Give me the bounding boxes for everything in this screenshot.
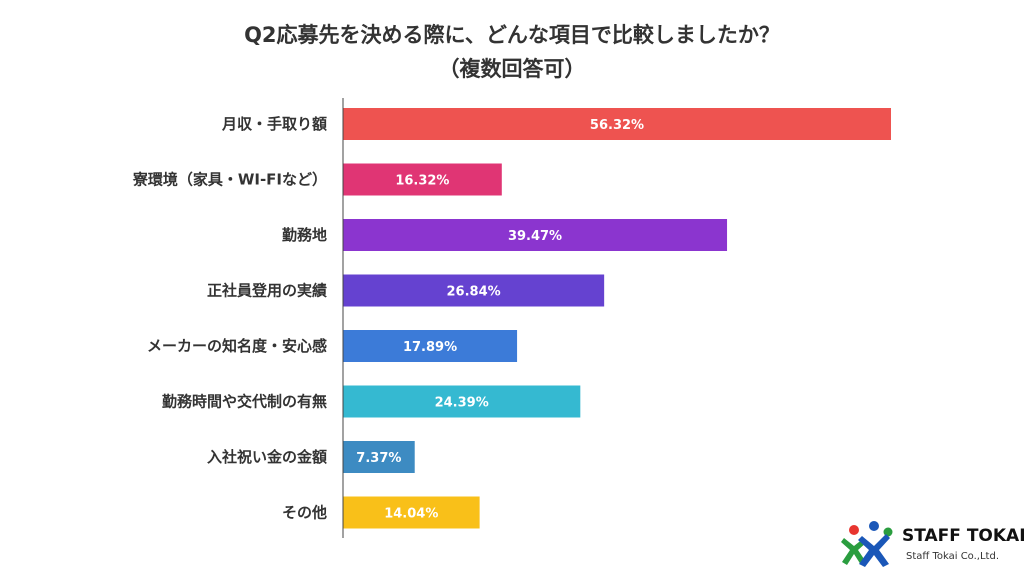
chart-marks: 月収・手取り額 56.32% 寮環境（家具・WI-FIなど） 16.32% 勤務地 39.… [132,108,891,529]
bar [343,330,518,362]
value-label: 14.04% [384,507,438,522]
bar [343,274,605,307]
company-logo: STAFF TOKAI Staff Tokai Co.,Ltd. [840,518,1024,570]
chart-title: Q2応募先を決める際に、どんな項目で比較しましたか？ [244,23,780,47]
staff-figures-icon [841,521,893,567]
bar [343,441,415,473]
value-label: 39.47% [508,229,562,244]
value-label: 24.39% [435,396,489,411]
category-label: 月収・手取り額 [221,115,327,133]
value-label: 56.32% [590,118,644,133]
logo-subtitle: Staff Tokai Co.,Ltd. [906,551,999,562]
bar [343,219,728,251]
value-label: 26.84% [447,285,501,300]
category-label: 入社祝い金の金額 [207,448,327,466]
category-label: 寮環境（家具・WI-FIなど） [132,171,327,189]
value-label: 7.37% [356,451,401,466]
chart-title-block: Q2応募先を決める際に、どんな項目で比較しましたか？ （複数回答可） [0,18,1024,86]
bar [343,385,581,418]
chart-subtitle: （複数回答可） [438,57,586,81]
bar [343,163,502,196]
bar [343,108,891,140]
value-label: 17.89% [403,340,457,355]
category-label: 正社員登用の実績 [207,282,327,300]
category-label: 勤務時間や交代制の有無 [162,393,327,411]
logo-name: STAFF TOKAI [902,526,1024,546]
value-label: 16.32% [395,174,449,189]
bar [343,496,480,529]
category-label: メーカーの知名度・安心感 [147,337,327,355]
category-label: 勤務地 [282,226,327,244]
category-label: その他 [282,504,327,522]
